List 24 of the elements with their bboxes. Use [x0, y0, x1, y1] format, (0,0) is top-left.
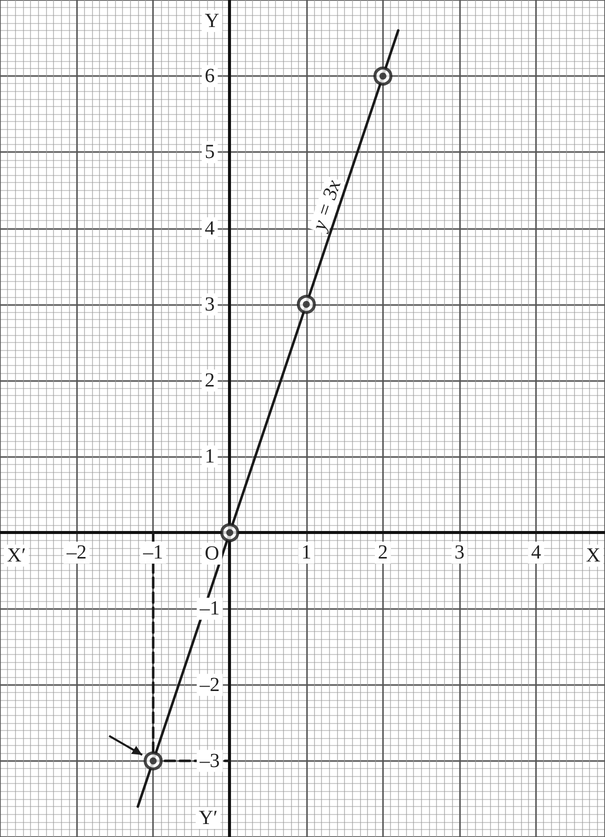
- y-tick-label: 3: [204, 293, 215, 316]
- y-tick-label: 2: [204, 369, 215, 392]
- point: [296, 294, 316, 314]
- y-tick-label: 5: [204, 141, 215, 164]
- y-tick-label: 4: [204, 217, 215, 240]
- x-axis-title: X: [586, 544, 601, 567]
- x-tick-label: 3: [454, 542, 464, 564]
- annotation: O: [204, 542, 220, 565]
- x-tick-label: 1: [301, 542, 312, 564]
- x-tick-label: 4: [531, 542, 542, 564]
- y-tick-label: –2: [198, 674, 220, 696]
- annotation: y = 3x: [308, 177, 346, 235]
- y-tick-label: 1: [204, 446, 215, 468]
- point: [373, 66, 392, 86]
- x-tick-label: 2: [378, 542, 388, 564]
- x-tick-label: –1: [142, 542, 164, 564]
- annotation: Y′: [198, 807, 218, 829]
- y-axis-title: Y: [204, 10, 220, 32]
- y-tick-label: –1: [198, 598, 220, 620]
- point: [220, 523, 240, 542]
- y-tick-label: –3: [198, 750, 220, 772]
- y-tick-label: 6: [204, 65, 215, 88]
- annotation: X′: [7, 544, 26, 567]
- x-tick-label: –2: [66, 542, 87, 564]
